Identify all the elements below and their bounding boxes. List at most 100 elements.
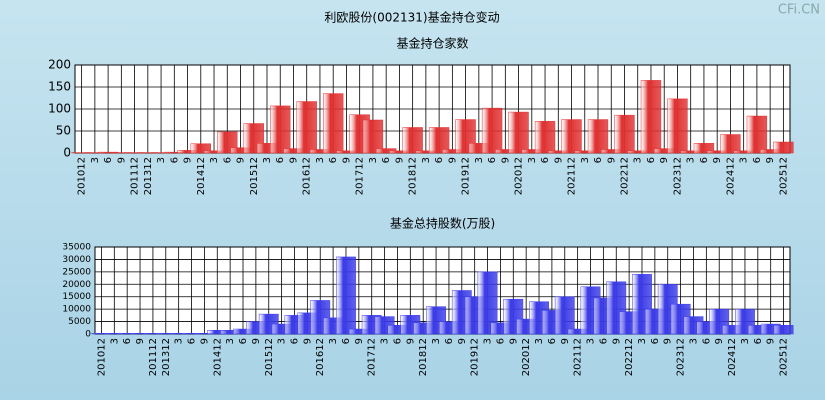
y-tick-label: 100 [48, 102, 71, 116]
x-tick-label: 6 [752, 157, 763, 163]
x-tick-label: 201112 [130, 157, 141, 195]
x-tick-label: 6 [103, 157, 114, 163]
x-tick-label: 201612 [315, 338, 326, 376]
x-tick-label: 201312 [143, 157, 154, 195]
chart-title: 基金总持股数(万股) [390, 216, 495, 231]
y-tick-label: 5000 [68, 317, 91, 327]
x-tick-label: 201712 [355, 157, 366, 195]
x-tick-label: 9 [560, 338, 571, 344]
x-tick-label: 6 [487, 157, 498, 163]
x-tick-label: 201912 [470, 338, 481, 376]
y-tick-label: 150 [48, 80, 71, 94]
bar [477, 271, 498, 335]
x-tick-label: 201912 [461, 157, 472, 195]
x-tick-label: 201812 [408, 157, 419, 195]
bar [667, 98, 688, 154]
bar [640, 80, 662, 154]
x-tick-label: 202212 [619, 157, 630, 195]
bar [402, 127, 423, 154]
x-tick-label: 9 [288, 157, 299, 163]
x-tick-label: 201112 [148, 338, 159, 376]
x-tick-label: 3 [315, 157, 326, 163]
chart-title: 基金持仓家数 [396, 36, 468, 51]
x-tick-label: 201012 [77, 157, 88, 195]
x-tick-label: 9 [236, 157, 247, 163]
page-title: 利欧股份(002131)基金持仓变动 [324, 10, 499, 25]
bar [720, 134, 741, 154]
x-tick-label: 201712 [367, 338, 378, 376]
x-tick-label: 6 [122, 338, 133, 344]
x-tick-label: 6 [753, 338, 764, 344]
x-tick-label: 201612 [302, 157, 313, 195]
x-tick-label: 6 [646, 157, 657, 163]
bar [296, 101, 317, 154]
x-tick-label: 3 [534, 338, 545, 344]
bar [773, 141, 794, 154]
x-tick-label: 9 [341, 157, 352, 163]
bar [587, 119, 609, 154]
x-tick-label: 9 [500, 157, 511, 163]
x-tick-label: 202312 [672, 157, 683, 195]
x-tick-label: 9 [394, 157, 405, 163]
x-tick-label: 3 [637, 338, 648, 344]
x-tick-label: 202112 [573, 338, 584, 376]
bar [534, 121, 556, 154]
x-tick-label: 3 [431, 338, 442, 344]
x-tick-label: 9 [447, 157, 458, 163]
bar [270, 105, 291, 154]
bar [773, 325, 794, 335]
bar [428, 127, 450, 154]
x-tick-label: 9 [457, 338, 468, 344]
x-tick-label: 9 [135, 338, 146, 344]
x-tick-label: 202212 [624, 338, 635, 376]
bar [614, 114, 635, 154]
x-tick-label: 9 [765, 157, 776, 163]
x-tick-label: 6 [701, 338, 712, 344]
x-tick-label: 9 [405, 338, 416, 344]
x-tick-label: 3 [225, 338, 236, 344]
bar [554, 296, 575, 335]
x-tick-label: 6 [187, 338, 198, 344]
x-tick-label: 6 [547, 338, 558, 344]
x-tick-label: 9 [766, 338, 777, 344]
x-tick-label: 201512 [249, 157, 260, 195]
x-tick-label: 9 [183, 157, 194, 163]
x-tick-label: 6 [598, 338, 609, 344]
x-tick-label: 3 [328, 338, 339, 344]
y-tick-label: 10000 [62, 305, 91, 315]
bar [323, 93, 344, 154]
x-tick-label: 3 [474, 157, 485, 163]
x-tick-label: 202012 [521, 338, 532, 376]
y-tick-label: 0 [85, 330, 91, 340]
x-tick-label: 9 [606, 157, 617, 163]
y-tick-label: 200 [48, 58, 71, 72]
x-tick-label: 202112 [567, 157, 578, 195]
x-tick-label: 6 [540, 157, 551, 163]
x-tick-label: 6 [650, 338, 661, 344]
x-tick-label: 6 [381, 157, 392, 163]
y-tick-label: 15000 [62, 292, 91, 302]
x-tick-label: 3 [209, 157, 220, 163]
x-tick-label: 9 [508, 338, 519, 344]
x-tick-label: 3 [380, 338, 391, 344]
x-tick-label: 201512 [264, 338, 275, 376]
x-tick-label: 201312 [161, 338, 172, 376]
x-tick-label: 3 [633, 157, 644, 163]
bar [336, 256, 356, 335]
x-tick-label: 3 [368, 157, 379, 163]
x-tick-label: 6 [289, 338, 300, 344]
y-tick-label: 35000 [62, 243, 91, 253]
x-tick-label: 3 [90, 157, 101, 163]
x-tick-label: 9 [553, 157, 564, 163]
x-tick-label: 202412 [727, 338, 738, 376]
x-tick-label: 6 [593, 157, 604, 163]
x-tick-label: 9 [354, 338, 365, 344]
bar [481, 107, 503, 154]
x-tick-label: 202012 [514, 157, 525, 195]
x-tick-label: 6 [434, 157, 445, 163]
bar [746, 115, 768, 154]
x-tick-label: 201412 [212, 338, 223, 376]
x-tick-label: 6 [444, 338, 455, 344]
x-tick-label: 9 [251, 338, 262, 344]
